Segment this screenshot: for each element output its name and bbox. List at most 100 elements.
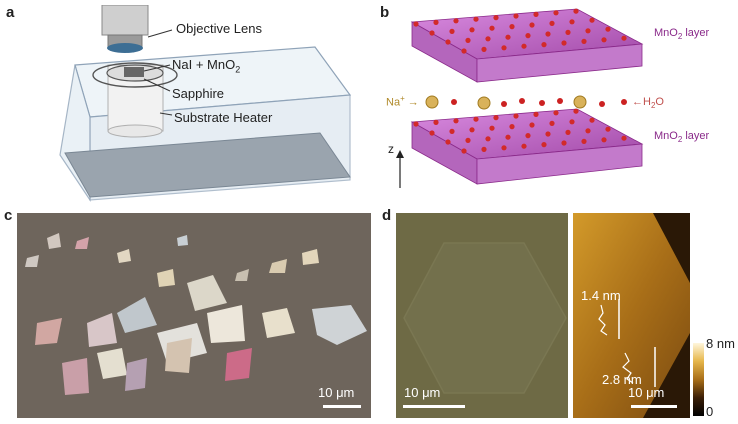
oxygen-atom [601,37,607,43]
oxygen-atom [573,8,579,14]
oxygen-atom [469,27,475,33]
oxygen-atom [501,145,507,151]
crystal-oxygen-atoms [413,8,627,154]
colorbar-min-label: 0 [706,404,714,419]
oxygen-atom [453,18,459,24]
oxygen-atom [605,126,611,132]
oxygen-atom [549,120,555,126]
mno2-layer-bottom-label: MnO2 layer [654,130,710,145]
oxygen-atom [493,15,499,21]
oxygen-atom [569,119,575,125]
oxygen-atom [605,26,611,32]
oxygen-atom [485,136,491,142]
oxygen-atom [481,46,487,53]
optical-hexagon-image [396,213,568,418]
colorbar-max-label: 8 nm [706,336,735,351]
oxygen-atom [573,108,579,114]
panel-letter-b: b [380,4,390,21]
oxygen-atom [501,45,507,51]
oxygen-atom [541,142,547,148]
scalebar-d-left-line [403,405,465,408]
oxygen-atom [553,110,559,116]
oxygen-atom [565,29,571,35]
oxygen-atom [453,118,459,124]
oxygen-atom [569,19,575,25]
oxygen-atom [549,20,555,26]
oxygen-atom [465,37,471,44]
crystal-structure-diagram [396,8,644,188]
oxygen-atom [469,127,475,133]
oxygen-atom [465,137,471,143]
scalebar-d-right-line [631,405,677,408]
oxygen-atom [481,146,487,152]
afm-height-image [573,213,690,418]
oxygen-atom [493,115,499,121]
oxygen-atom [525,133,531,139]
oxygen-atom [533,111,539,117]
oxygen-atom [601,137,607,143]
oxygen-atom [433,19,439,25]
oxygen-atom [585,128,591,134]
oxygen-atom [461,148,467,154]
panel-letter-d: d [382,207,392,224]
oxygen-atom [521,43,527,49]
oxygen-atom [413,21,419,27]
oxygen-atom [621,35,627,41]
oxygen-atom [445,139,451,145]
oxygen-atom [545,31,551,37]
oxygen-atom [509,124,515,130]
oxygen-atom [505,134,511,140]
oxygen-atom [513,113,519,119]
afm-step-height-2: 2.8 nm [602,372,642,387]
z-axis-label: z [388,142,394,156]
oxygen-atom [505,34,511,40]
oxygen-atom [589,117,595,123]
oxygen-atom [449,128,455,134]
oxygen-atom [585,28,591,34]
sapphire-label: Sapphire [172,86,225,101]
precursor-label: NaI + MnO2 [172,57,241,75]
oxygen-atom [489,25,495,31]
panel-letter-a: a [6,4,15,21]
oxygen-atom [589,17,595,23]
oxygen-atom [413,121,419,127]
oxygen-atom [533,11,539,17]
oxygen-atom [581,138,587,144]
panel-letter-c: c [4,207,13,224]
oxygen-atom [565,129,571,135]
oxygen-atom [545,131,551,137]
afm-step-height-1: 1.4 nm [581,288,621,303]
scalebar-c-line [323,405,361,408]
optical-micrograph [17,213,371,418]
apparatus-diagram [59,5,352,202]
scalebar-d-right-label: 10 μm [628,385,665,400]
oxygen-atom [541,42,547,48]
oxygen-atom [509,24,515,30]
scalebar-d-left-label: 10 μm [404,385,441,400]
oxygen-atom [473,16,479,22]
oxygen-atom [525,33,531,39]
scalebar-c-label: 10 μm [318,385,355,400]
oxygen-atom [433,119,439,125]
oxygen-atom [429,30,435,36]
mno2-layer-top-label: MnO2 layer [654,27,710,42]
oxygen-atom [513,13,519,19]
oxygen-atom [521,143,527,149]
na-ion-label: Na+ → [386,94,419,109]
oxygen-atom [449,28,455,34]
oxygen-atom [429,130,435,136]
oxygen-atom [461,48,467,54]
oxygen-atom [529,22,535,28]
afm-colorbar [693,343,704,416]
oxygen-atom [529,122,535,128]
oxygen-atom [489,125,495,131]
oxygen-atom [473,116,479,122]
oxygen-atom [553,10,559,16]
substrate-heater-label: Substrate Heater [174,110,273,125]
oxygen-atom [561,40,567,46]
oxygen-atom [445,39,451,45]
oxygen-atom [561,140,567,146]
water-label: ←H2O [632,96,664,111]
objective-lens-label: Objective Lens [176,21,262,36]
oxygen-atom [581,38,587,45]
